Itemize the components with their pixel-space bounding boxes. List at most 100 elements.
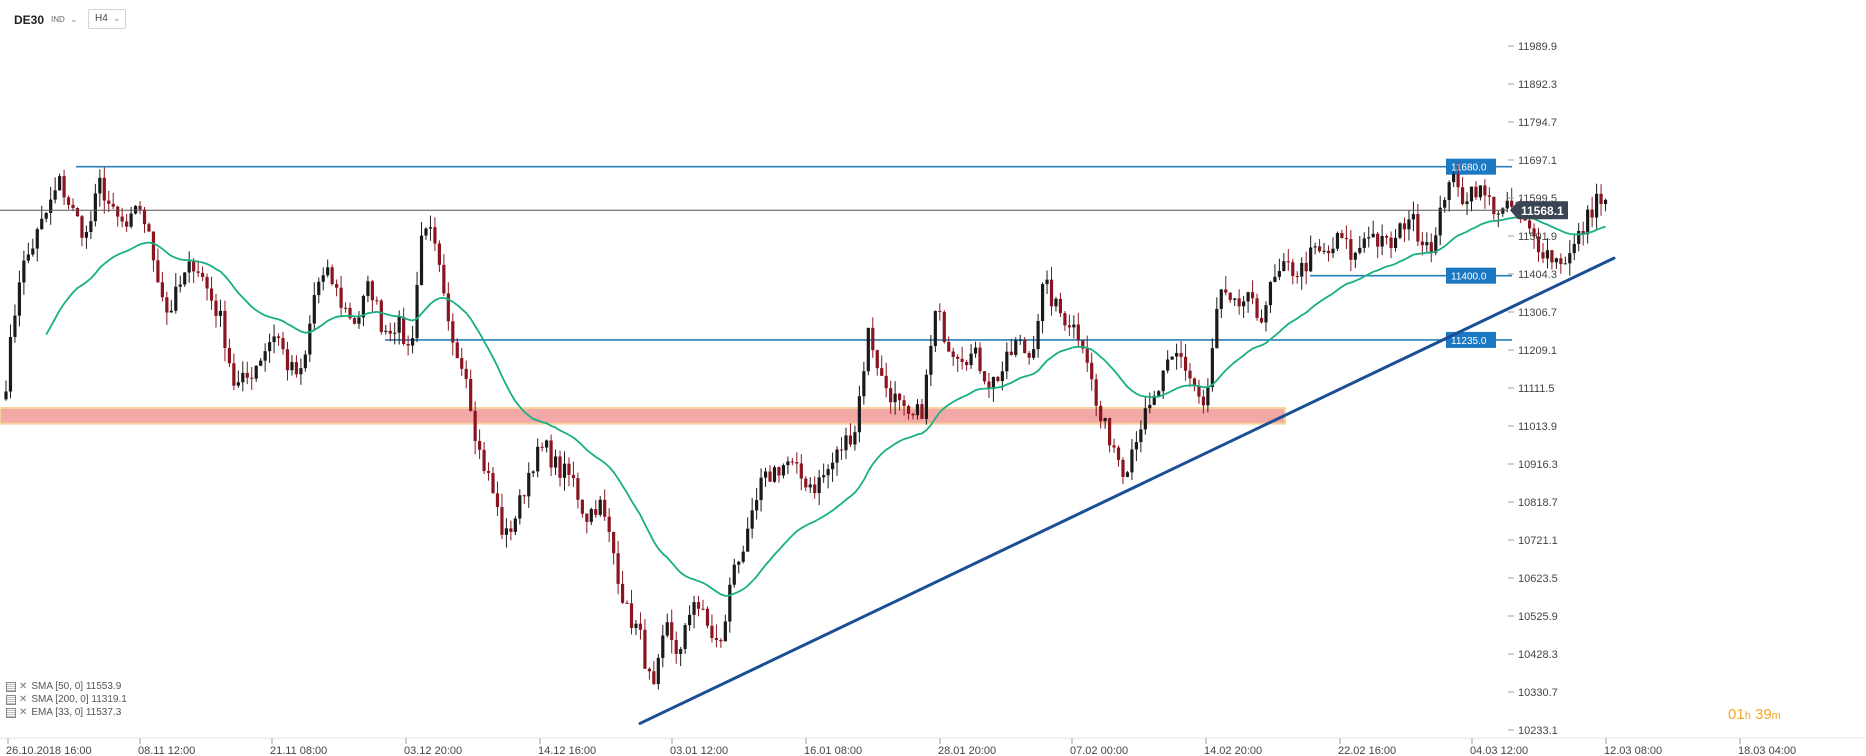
candle-body: [991, 376, 996, 390]
candle-body: [616, 553, 620, 584]
candle-body: [518, 495, 522, 519]
candle-body: [973, 347, 978, 354]
candle-body: [1121, 459, 1125, 477]
candle-body: [504, 528, 509, 535]
x-tick-label: 03.01 12:00: [670, 745, 728, 756]
indicator-label: SMA [200, 0] 11319.1: [31, 694, 127, 705]
candle-body: [1563, 263, 1567, 265]
candle-body: [1438, 207, 1442, 236]
candle-body: [737, 561, 741, 565]
candle-body: [335, 284, 339, 288]
candle-body: [40, 218, 44, 230]
x-tick-label: 28.01 20:00: [938, 745, 996, 756]
candle-body: [1429, 242, 1433, 253]
candle-body: [361, 295, 366, 318]
candle-body: [647, 668, 651, 672]
candle-body: [263, 351, 267, 361]
candle-body: [1179, 353, 1183, 357]
candle-body: [1416, 214, 1420, 242]
candle-body: [777, 467, 781, 476]
candle-body: [906, 406, 911, 414]
trendline[interactable]: [638, 256, 1616, 725]
y-tick-label: 10721.1: [1518, 535, 1558, 547]
close-icon[interactable]: ✕: [19, 681, 28, 692]
trendline-line[interactable]: [638, 256, 1616, 725]
timeframe-select[interactable]: H4 ⌄: [88, 9, 126, 29]
candle-body: [1577, 230, 1581, 244]
candle-body: [589, 509, 593, 522]
candle-body: [826, 469, 830, 476]
candle-body: [406, 344, 410, 346]
candle-body: [1291, 262, 1295, 276]
candle-body: [920, 404, 924, 419]
candle-body: [1331, 248, 1335, 254]
candle-body: [603, 499, 607, 517]
settings-icon[interactable]: [6, 707, 16, 718]
close-icon[interactable]: ✕: [19, 707, 28, 718]
candle-body: [911, 413, 915, 416]
candle-body: [446, 293, 450, 322]
candle-body: [929, 345, 933, 375]
chevron-down-icon[interactable]: ⌄: [70, 14, 78, 24]
candle-body: [540, 446, 544, 448]
candle-body: [71, 204, 75, 209]
candle-body: [1201, 396, 1206, 406]
candle-body: [1322, 250, 1326, 252]
candle-body: [1005, 351, 1009, 372]
time-axis[interactable]: 26.10.2018 16:00 08.11 12:00 21.11 08:00 03…: [6, 738, 1796, 756]
candle-body: [741, 551, 745, 562]
settings-icon[interactable]: [6, 681, 16, 692]
y-tick-label: 11697.1: [1518, 155, 1557, 167]
candle-body: [871, 327, 875, 351]
candle-body: [1541, 252, 1545, 259]
candle-body: [116, 206, 120, 217]
price-axis[interactable]: 11989.911892.311794.711697.111599.511501…: [1508, 41, 1558, 737]
close-icon[interactable]: ✕: [19, 694, 28, 705]
candle-body: [1112, 445, 1116, 448]
candle-body: [822, 475, 826, 478]
candle-body: [254, 365, 258, 379]
candle-body: [844, 435, 848, 451]
candle-body: [625, 602, 629, 604]
candle-body: [62, 176, 66, 198]
y-tick-label: 11794.7: [1518, 117, 1557, 129]
candle-body: [1250, 292, 1255, 299]
candle-body: [1443, 199, 1447, 208]
candle-body: [214, 300, 218, 316]
candle-body: [469, 378, 473, 411]
candle-body: [1215, 308, 1219, 349]
candle-body: [1300, 262, 1304, 277]
settings-icon[interactable]: [6, 694, 16, 705]
candle-body: [585, 513, 589, 522]
candle-body: [558, 456, 562, 478]
candle-body: [987, 381, 991, 390]
candle-body: [352, 318, 357, 324]
candle-body: [1474, 186, 1478, 198]
candle-body: [701, 608, 705, 610]
indicator-row[interactable]: ✕ SMA [200, 0] 11319.1: [6, 693, 127, 706]
candle-body: [1599, 193, 1603, 205]
x-tick-label: 16.01 08:00: [804, 745, 862, 756]
candle-body: [1090, 362, 1094, 380]
x-tick-label: 08.11 12:00: [138, 745, 195, 756]
candle-body: [696, 602, 701, 609]
indicator-row[interactable]: ✕ EMA [33, 0] 11537.3: [6, 706, 127, 719]
candle-body: [200, 272, 205, 278]
candle-body: [178, 284, 182, 287]
candle-body: [303, 354, 307, 369]
candle-body: [1161, 370, 1165, 392]
x-tick-label: 26.10.2018 16:00: [6, 745, 92, 756]
candle-body: [1139, 429, 1143, 443]
candle-body: [357, 317, 361, 324]
indicator-label: SMA [50, 0] 11553.9: [31, 681, 122, 692]
candle-body: [1014, 340, 1018, 355]
candle-body: [902, 400, 906, 407]
candle-body: [428, 227, 433, 229]
symbol-label[interactable]: DE30: [14, 13, 45, 27]
candle-body: [982, 371, 987, 382]
candle-body: [1304, 262, 1308, 272]
candle-body: [339, 287, 343, 308]
candle-body: [1268, 282, 1273, 306]
indicator-row[interactable]: ✕ SMA [50, 0] 11553.9: [6, 680, 127, 693]
